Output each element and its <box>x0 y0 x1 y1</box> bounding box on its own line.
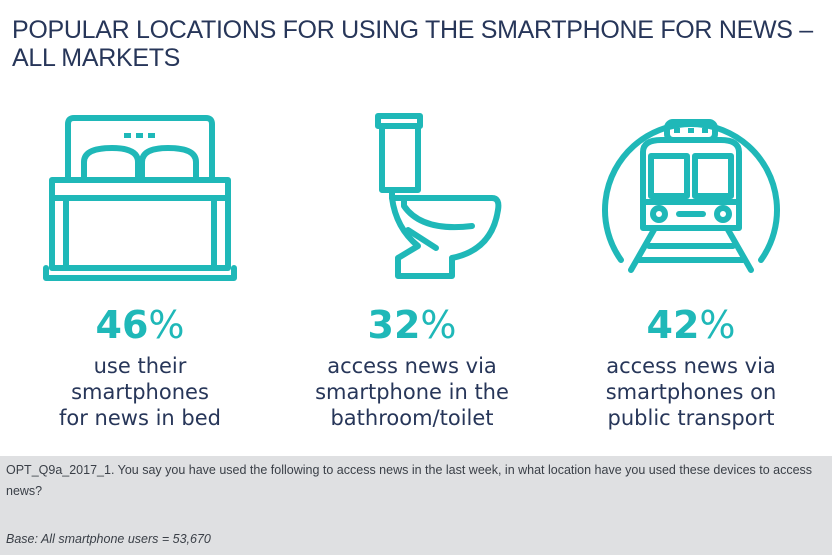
survey-question-footnote: OPT_Q9a_2017_1. You say you have used th… <box>6 463 813 498</box>
stat-value: 46 <box>95 303 149 347</box>
stat-description: access news via smartphones on public tr… <box>605 354 777 430</box>
stat-train: 42% access news via smartphones on publi… <box>561 110 821 431</box>
toilet-icon <box>375 113 502 279</box>
infographic-card: POPULAR LOCATIONS FOR USING THE SMARTPHO… <box>0 0 832 456</box>
stat-description: access news via smartphone in the bathro… <box>315 354 509 430</box>
stat-value: 32 <box>367 303 421 347</box>
base-footnote: Base: All smartphone users = 53,670 <box>6 532 211 546</box>
stat-value: 42 <box>646 303 700 347</box>
page-title: POPULAR LOCATIONS FOR USING THE SMARTPHO… <box>12 16 813 72</box>
stat-unit: % <box>699 303 736 347</box>
stat-toilet: 32% access news via smartphone in the ba… <box>282 110 542 431</box>
stat-bed: 46% use their smartphones for news in be… <box>10 110 270 431</box>
train-icon <box>602 119 780 273</box>
stat-unit: % <box>420 303 457 347</box>
stat-description: use their smartphones for news in bed <box>59 354 221 430</box>
stat-unit: % <box>148 303 185 347</box>
bed-icon <box>43 115 237 281</box>
